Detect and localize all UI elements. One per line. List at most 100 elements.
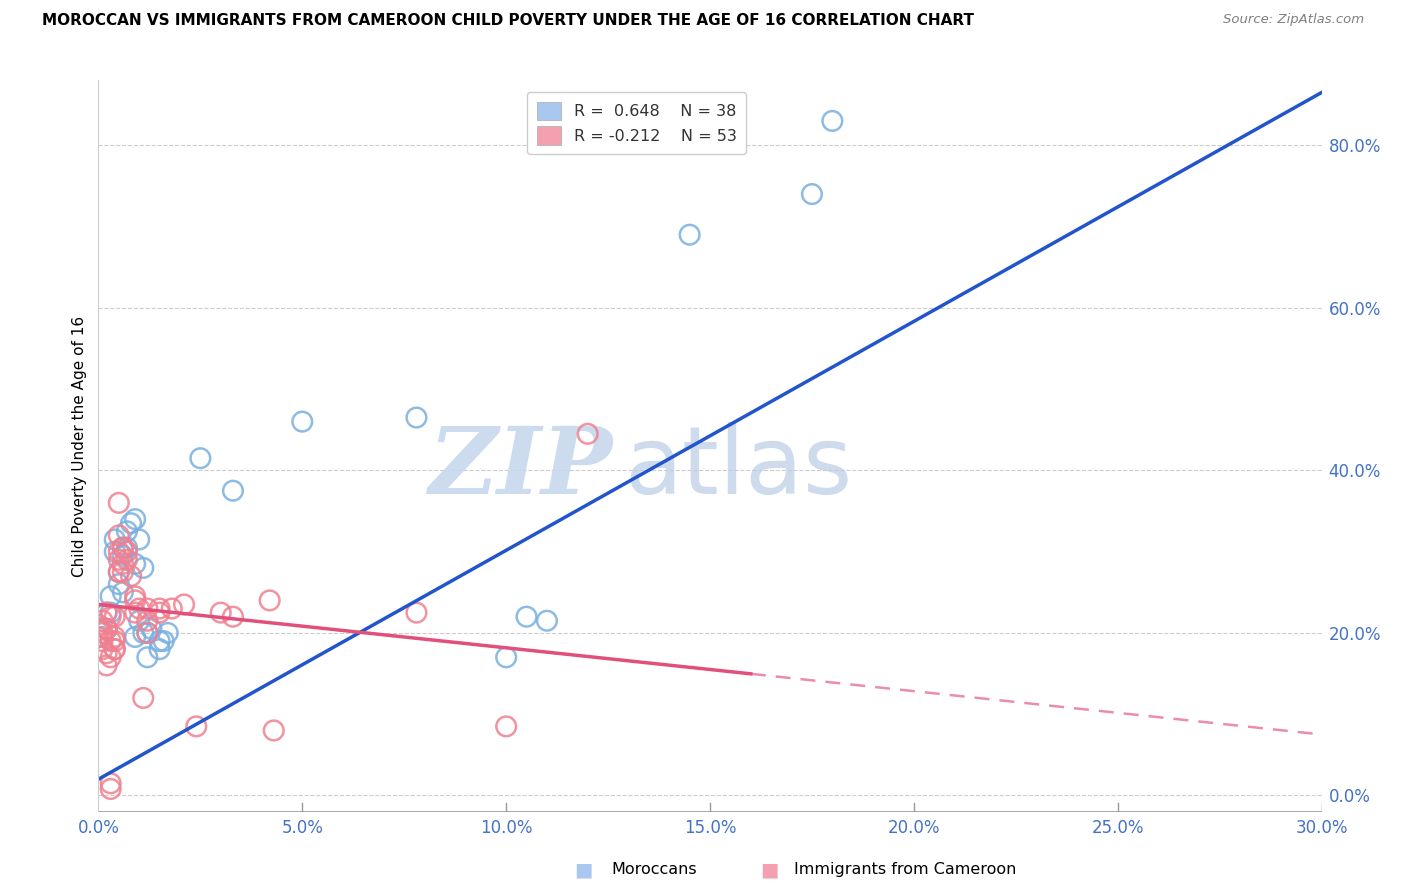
Point xyxy=(108,496,131,510)
Point xyxy=(104,634,127,648)
Point xyxy=(91,642,114,657)
Point xyxy=(111,585,134,599)
Point xyxy=(516,609,538,624)
Point xyxy=(405,410,427,425)
Point xyxy=(120,569,142,583)
Point xyxy=(108,528,131,542)
Point xyxy=(87,630,110,644)
Point xyxy=(96,622,118,636)
Point xyxy=(91,634,114,648)
Point xyxy=(128,533,150,547)
Point xyxy=(91,614,114,628)
Point xyxy=(128,601,150,615)
Text: Immigrants from Cameroon: Immigrants from Cameroon xyxy=(794,863,1017,877)
Point xyxy=(120,516,142,531)
Point xyxy=(104,630,127,644)
Point xyxy=(132,626,155,640)
Point xyxy=(104,642,127,657)
Point xyxy=(263,723,285,738)
Point xyxy=(291,415,314,429)
Point xyxy=(124,606,146,620)
Point xyxy=(108,553,131,567)
Text: ■: ■ xyxy=(574,860,593,880)
Point xyxy=(801,187,824,202)
Point xyxy=(108,544,131,558)
Point xyxy=(96,658,118,673)
Point xyxy=(100,634,122,648)
Point xyxy=(100,590,122,604)
Point xyxy=(132,561,155,575)
Point xyxy=(108,565,131,579)
Point xyxy=(679,227,702,242)
Point xyxy=(222,483,245,498)
Point xyxy=(115,541,138,555)
Point xyxy=(149,642,172,657)
Point xyxy=(156,626,179,640)
Point xyxy=(124,590,146,604)
Point xyxy=(111,565,134,579)
Point xyxy=(100,776,122,790)
Point xyxy=(136,650,159,665)
Point xyxy=(96,606,118,620)
Point xyxy=(104,544,127,558)
Point xyxy=(821,114,844,128)
Point xyxy=(87,617,110,632)
Text: Moroccans: Moroccans xyxy=(612,863,697,877)
Point xyxy=(91,626,114,640)
Legend: R =  0.648    N = 38, R = -0.212    N = 53: R = 0.648 N = 38, R = -0.212 N = 53 xyxy=(527,92,747,154)
Point xyxy=(136,601,159,615)
Point xyxy=(152,634,174,648)
Point xyxy=(100,650,122,665)
Point xyxy=(188,451,212,466)
Point xyxy=(536,614,558,628)
Point xyxy=(104,609,127,624)
Point xyxy=(160,601,183,615)
Point xyxy=(108,565,131,579)
Point xyxy=(111,541,134,555)
Point xyxy=(186,719,208,733)
Text: atlas: atlas xyxy=(624,422,852,514)
Point xyxy=(576,426,599,441)
Text: MOROCCAN VS IMMIGRANTS FROM CAMEROON CHILD POVERTY UNDER THE AGE OF 16 CORRELATI: MOROCCAN VS IMMIGRANTS FROM CAMEROON CHI… xyxy=(42,13,974,29)
Point xyxy=(209,606,232,620)
Point xyxy=(100,609,122,624)
Point xyxy=(100,781,122,796)
Point xyxy=(104,533,127,547)
Point xyxy=(149,606,172,620)
Text: Source: ZipAtlas.com: Source: ZipAtlas.com xyxy=(1223,13,1364,27)
Point xyxy=(115,524,138,539)
Point xyxy=(96,606,118,620)
Point xyxy=(149,601,172,615)
Point xyxy=(259,593,281,607)
Point xyxy=(111,549,134,563)
Point xyxy=(149,634,172,648)
Point xyxy=(495,650,517,665)
Point xyxy=(104,642,127,657)
Point xyxy=(495,719,517,733)
Point xyxy=(91,630,114,644)
Point xyxy=(136,626,159,640)
Y-axis label: Child Poverty Under the Age of 16: Child Poverty Under the Age of 16 xyxy=(72,316,87,576)
Text: ■: ■ xyxy=(759,860,779,880)
Point xyxy=(108,577,131,591)
Point xyxy=(141,622,163,636)
Point xyxy=(136,614,159,628)
Point xyxy=(124,593,146,607)
Point xyxy=(124,630,146,644)
Point xyxy=(136,626,159,640)
Point xyxy=(96,622,118,636)
Point xyxy=(100,606,122,620)
Point xyxy=(132,690,155,705)
Point xyxy=(96,646,118,660)
Point xyxy=(111,557,134,571)
Point xyxy=(222,609,245,624)
Point xyxy=(115,544,138,558)
Point xyxy=(405,606,427,620)
Point xyxy=(128,614,150,628)
Point xyxy=(111,541,134,555)
Point xyxy=(124,557,146,571)
Text: ZIP: ZIP xyxy=(427,423,612,513)
Point xyxy=(115,553,138,567)
Point xyxy=(124,512,146,526)
Point xyxy=(173,598,195,612)
